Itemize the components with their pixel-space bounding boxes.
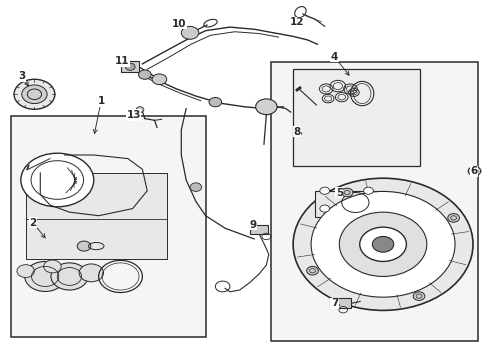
Text: 1: 1: [97, 96, 104, 107]
Text: 5: 5: [335, 188, 342, 198]
Circle shape: [208, 98, 221, 107]
Circle shape: [447, 213, 459, 222]
Bar: [26, 173, 166, 258]
Bar: [11, 116, 205, 337]
Text: 13: 13: [126, 110, 141, 120]
Text: 6: 6: [469, 166, 477, 176]
Circle shape: [319, 205, 329, 212]
Bar: [292, 69, 419, 166]
Circle shape: [79, 264, 103, 282]
Circle shape: [43, 260, 61, 273]
Circle shape: [310, 192, 454, 297]
Text: 9: 9: [249, 220, 256, 230]
Circle shape: [319, 187, 329, 194]
Text: 7: 7: [330, 298, 337, 308]
Text: 3: 3: [18, 71, 25, 81]
Circle shape: [136, 107, 143, 112]
Text: 11: 11: [115, 57, 129, 66]
Circle shape: [339, 212, 426, 276]
Circle shape: [190, 183, 201, 192]
Circle shape: [51, 263, 88, 290]
Circle shape: [181, 26, 199, 39]
Circle shape: [359, 227, 406, 261]
Circle shape: [25, 261, 65, 292]
Text: 8: 8: [293, 127, 300, 137]
Circle shape: [292, 178, 472, 310]
Bar: [329, 298, 351, 308]
Circle shape: [467, 166, 480, 176]
Circle shape: [14, 79, 55, 109]
Circle shape: [138, 70, 151, 79]
Circle shape: [255, 99, 277, 114]
Circle shape: [412, 292, 424, 300]
Circle shape: [22, 85, 47, 104]
Bar: [271, 62, 477, 341]
Text: 12: 12: [289, 17, 304, 27]
Circle shape: [341, 188, 352, 197]
Text: 10: 10: [171, 18, 186, 28]
Circle shape: [17, 265, 34, 278]
Text: 2: 2: [29, 218, 37, 228]
Text: 4: 4: [330, 52, 337, 62]
Circle shape: [363, 187, 372, 194]
Circle shape: [306, 266, 318, 275]
Bar: [314, 191, 377, 217]
Circle shape: [77, 241, 91, 251]
Circle shape: [21, 153, 94, 207]
Circle shape: [125, 63, 135, 70]
Bar: [121, 61, 139, 72]
Bar: [250, 225, 267, 234]
Circle shape: [152, 74, 166, 85]
Circle shape: [372, 237, 393, 252]
